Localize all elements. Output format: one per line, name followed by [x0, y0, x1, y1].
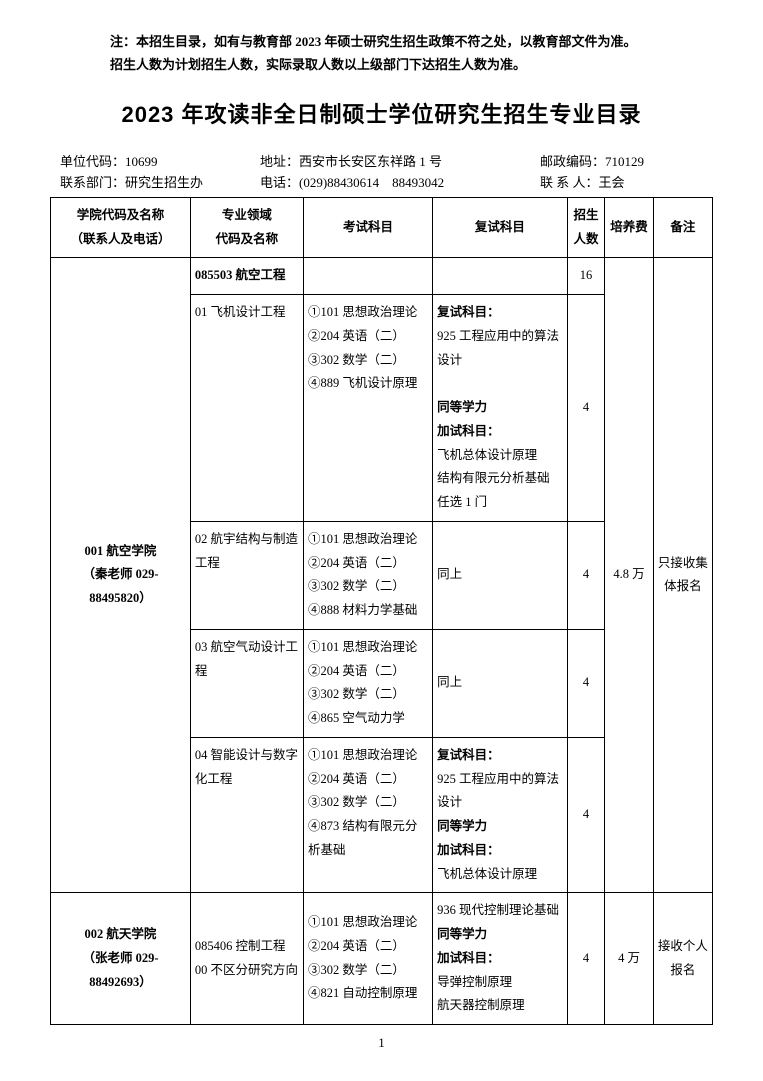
school2-name: 002 航天学院: [55, 923, 186, 947]
notice: 注：本招生目录，如有与教育部 2023 年硕士研究生招生政策不符之处，以教育部文…: [50, 30, 713, 77]
th-major: 专业领域代码及名称: [190, 197, 303, 258]
table-row: 002 航天学院 （张老师 029-88492693） 085406 控制工程0…: [51, 893, 713, 1025]
table-header-row: 学院代码及名称（联系人及电话） 专业领域代码及名称 考试科目 复试科目 招生人数…: [51, 197, 713, 258]
r2-num: 4: [567, 521, 605, 629]
r1-major: 01 飞机设计工程: [190, 295, 303, 522]
r4-retest: 复试科目： 925 工程应用中的算法设计 同等学力 加试科目： 飞机总体设计原理: [433, 737, 568, 893]
s2-retest-v2: 导弹控制原理航天器控制原理: [437, 975, 525, 1013]
r1-exam: ①101 思想政治理论②204 英语（二）③302 数学（二）④889 飞机设计…: [303, 295, 432, 522]
empty: [433, 258, 568, 295]
school1-name: 001 航空学院: [55, 540, 186, 564]
r4-exam: ①101 思想政治理论②204 英语（二）③302 数学（二）④873 结构有限…: [303, 737, 432, 893]
th-fee: 培养费: [605, 197, 653, 258]
postcode-label: 邮政编码：: [540, 154, 605, 169]
school2-cell: 002 航天学院 （张老师 029-88492693）: [51, 893, 191, 1025]
th-num: 招生人数: [567, 197, 605, 258]
phone-label: 电话：: [260, 175, 299, 190]
school2-major: 085406 控制工程00 不区分研究方向: [190, 893, 303, 1025]
r1-retest-t3: 加试科目：: [437, 424, 500, 438]
r1-retest-v1: 925 工程应用中的算法设计: [437, 329, 559, 367]
unit-code: 10699: [125, 154, 158, 169]
r3-exam: ①101 思想政治理论②204 英语（二）③302 数学（二）④865 空气动力…: [303, 629, 432, 737]
school2-fee: 4 万: [605, 893, 653, 1025]
r1-retest-t1: 复试科目：: [437, 305, 500, 319]
school2-num: 4: [567, 893, 605, 1025]
s2-retest-t2: 同等学力: [437, 927, 487, 941]
address-label: 地址：: [260, 154, 299, 169]
catalog-table: 学院代码及名称（联系人及电话） 专业领域代码及名称 考试科目 复试科目 招生人数…: [50, 197, 713, 1025]
r1-retest-v2: 飞机总体设计原理结构有限元分析基础任选 1 门: [437, 448, 550, 510]
r1-retest: 复试科目： 925 工程应用中的算法设计 同等学力 加试科目： 飞机总体设计原理…: [433, 295, 568, 522]
school1-contact: （秦老师 029-88495820）: [55, 563, 186, 611]
info-row-1: 单位代码：10699 地址：西安市长安区东祥路 1 号 邮政编码：710129: [50, 151, 713, 170]
page-number: 1: [50, 1035, 713, 1051]
th-retest: 复试科目: [433, 197, 568, 258]
school2-contact: （张老师 029-88492693）: [55, 947, 186, 995]
r3-major: 03 航空气动设计工程: [190, 629, 303, 737]
phone: (029)88430614 88493042: [299, 175, 444, 190]
empty: [303, 258, 432, 295]
r4-num: 4: [567, 737, 605, 893]
r4-major: 04 智能设计与数字化工程: [190, 737, 303, 893]
info-row-2: 联系部门：研究生招生办 电话：(029)88430614 88493042 联 …: [50, 172, 713, 191]
notice-line2: 招生人数为计划招生人数，实际录取人数以上级部门下达招生人数为准。: [110, 53, 713, 76]
school1-cell: 001 航空学院 （秦老师 029-88495820）: [51, 258, 191, 893]
table-row: 001 航空学院 （秦老师 029-88495820） 085503 航空工程 …: [51, 258, 713, 295]
contact-label: 联 系 人：: [540, 175, 599, 190]
r1-retest-t2: 同等学力: [437, 400, 487, 414]
r2-retest: 同上: [433, 521, 568, 629]
r2-exam: ①101 思想政治理论②204 英语（二）③302 数学（二）④888 材料力学…: [303, 521, 432, 629]
school1-note: 只接收集体报名: [653, 258, 712, 893]
dept: 研究生招生办: [125, 175, 203, 190]
r4-retest-t1: 复试科目：: [437, 748, 500, 762]
postcode: 710129: [605, 154, 644, 169]
s2-retest-v1: 936 现代控制理论基础: [437, 903, 559, 917]
r4-retest-v1: 925 工程应用中的算法设计: [437, 772, 559, 810]
school2-retest: 936 现代控制理论基础 同等学力 加试科目： 导弹控制原理航天器控制原理: [433, 893, 568, 1025]
r3-retest: 同上: [433, 629, 568, 737]
r2-major: 02 航宇结构与制造工程: [190, 521, 303, 629]
r4-retest-v2: 飞机总体设计原理: [437, 867, 537, 881]
r1-num: 4: [567, 295, 605, 522]
th-note: 备注: [653, 197, 712, 258]
school2-note: 接收个人报名: [653, 893, 712, 1025]
notice-line1: 注：本招生目录，如有与教育部 2023 年硕士研究生招生政策不符之处，以教育部文…: [110, 30, 713, 53]
school1-major-header: 085503 航空工程: [190, 258, 303, 295]
contact: 王会: [599, 175, 625, 190]
address: 西安市长安区东祥路 1 号: [299, 154, 442, 169]
school1-fee: 4.8 万: [605, 258, 653, 893]
school1-header-num: 16: [567, 258, 605, 295]
s2-retest-t3: 加试科目：: [437, 951, 500, 965]
school2-exam: ①101 思想政治理论②204 英语（二）③302 数学（二）④821 自动控制…: [303, 893, 432, 1025]
dept-label: 联系部门：: [60, 175, 125, 190]
r4-retest-t3: 加试科目：: [437, 843, 500, 857]
r3-num: 4: [567, 629, 605, 737]
unit-code-label: 单位代码：: [60, 154, 125, 169]
th-school: 学院代码及名称（联系人及电话）: [51, 197, 191, 258]
th-exam: 考试科目: [303, 197, 432, 258]
page-title: 2023 年攻读非全日制硕士学位研究生招生专业目录: [50, 97, 713, 129]
r4-retest-t2: 同等学力: [437, 819, 487, 833]
